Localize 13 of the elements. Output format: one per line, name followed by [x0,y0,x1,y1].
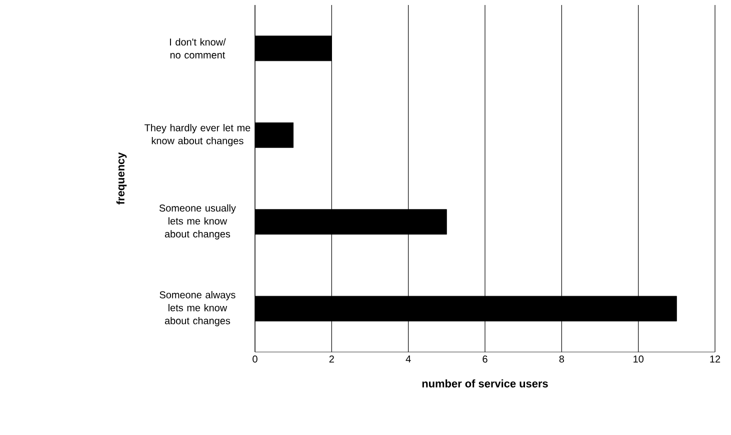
y-tick-label: I don't know/ no comment [170,38,226,59]
y-tick-label: Someone always lets me know about changes [160,291,236,326]
x-tick-label: 8 [559,356,564,363]
x-tick-label: 6 [482,356,488,363]
y-tick-label: They hardly ever let me know about changes [144,124,250,146]
x-tick-label: 0 [252,356,258,363]
x-axis-title: number of service users [422,379,548,388]
y-tick-label: Someone usually lets me know about changes [159,204,236,240]
x-tick-label: 4 [406,356,411,362]
y-axis-title: frequency [116,152,127,205]
x-tick-label: 10 [634,356,644,363]
x-tick-label: 2 [329,356,334,362]
x-tick-label: 12 [710,356,720,362]
